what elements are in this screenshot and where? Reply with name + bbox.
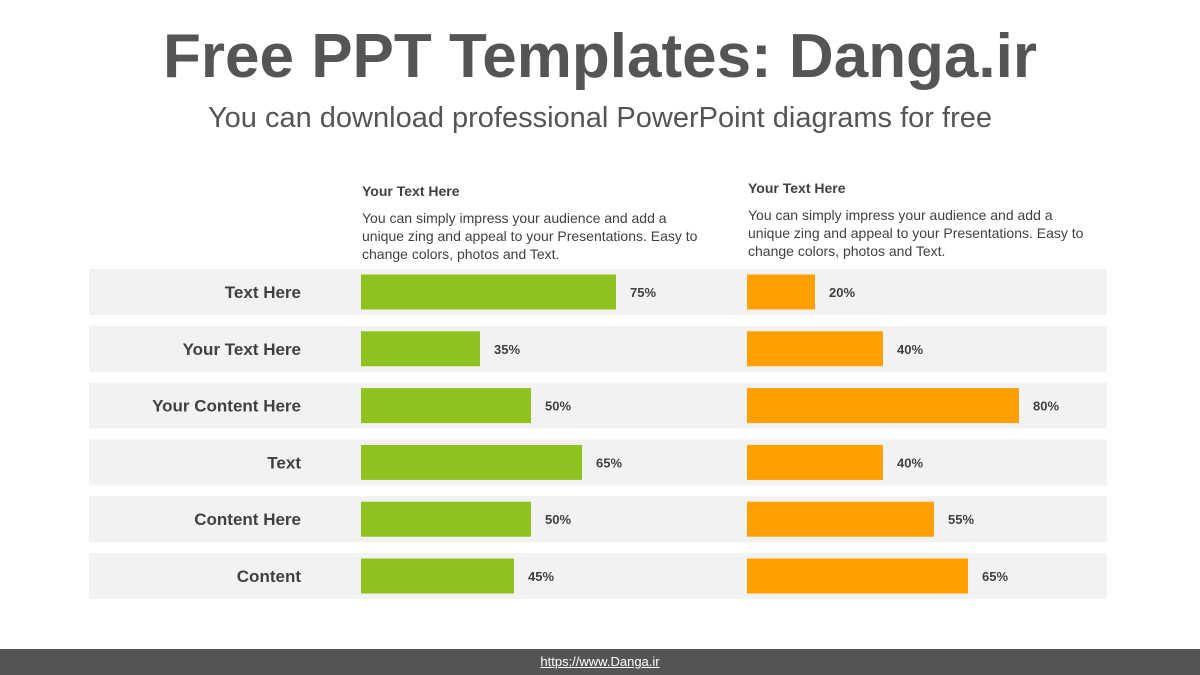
category-label: Text Here: [225, 283, 301, 302]
column-description-2: You can simply impress your audience and…: [748, 207, 1084, 259]
data-label: 45%: [528, 569, 554, 584]
data-label: 50%: [545, 512, 571, 527]
bar-series-2: [747, 274, 815, 310]
category-label: Your Text Here: [183, 340, 301, 359]
data-label: 20%: [829, 285, 855, 300]
category-label: Content Here: [194, 510, 301, 529]
bar-series-2: [747, 558, 968, 594]
data-label: 65%: [596, 455, 622, 470]
data-label: 50%: [545, 399, 571, 414]
bar-series-1: [361, 274, 616, 310]
bar-series-2: [747, 388, 1019, 424]
footer-bar: https://www.Danga.ir: [0, 649, 1200, 675]
category-label: Content: [237, 567, 302, 586]
bar-series-1: [361, 444, 582, 480]
row-background: [89, 496, 1107, 543]
column-heading-2: Your Text Here: [748, 180, 846, 196]
bar-series-1: [361, 331, 480, 367]
category-label: Your Content Here: [152, 397, 301, 416]
data-label: 55%: [948, 512, 974, 527]
row-background: [89, 439, 1107, 486]
data-label: 80%: [1033, 399, 1059, 414]
category-label: Text: [267, 453, 301, 472]
data-label: 40%: [897, 342, 923, 357]
bar-series-1: [361, 501, 531, 537]
page-subtitle: You can download professional PowerPoint…: [207, 102, 992, 134]
footer-link[interactable]: https://www.Danga.ir: [540, 654, 660, 669]
row-background: [89, 325, 1107, 372]
data-label: 75%: [630, 285, 656, 300]
bar-series-2: [747, 501, 934, 537]
page-title: Free PPT Templates: Danga.ir: [163, 22, 1037, 91]
column-description-1: You can simply impress your audience and…: [362, 210, 698, 262]
bar-series-2: [747, 444, 883, 480]
bar-series-2: [747, 331, 883, 367]
data-label: 65%: [982, 569, 1008, 584]
column-header-2: Your Text Here You can simply impress yo…: [748, 179, 1098, 260]
column-header-1: Your Text Here You can simply impress yo…: [362, 182, 712, 263]
column-heading-1: Your Text Here: [362, 183, 460, 199]
data-label: 35%: [494, 342, 520, 357]
bar-series-1: [361, 558, 514, 594]
data-label: 40%: [897, 455, 923, 470]
bar-series-1: [361, 388, 531, 424]
